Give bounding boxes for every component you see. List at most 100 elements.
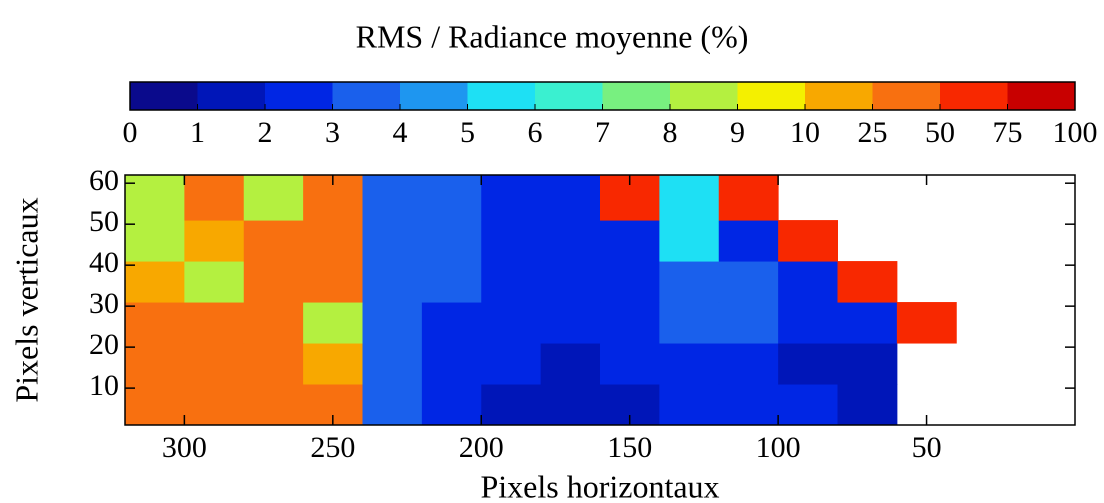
heatmap-cell bbox=[243, 175, 304, 221]
y-tick-label: 50 bbox=[89, 205, 119, 238]
y-tick-label: 20 bbox=[89, 328, 119, 361]
heatmap-cell bbox=[778, 302, 838, 344]
heatmap-cell bbox=[481, 175, 542, 221]
y-tick-label: 10 bbox=[89, 369, 119, 402]
heatmap-cell bbox=[421, 384, 482, 426]
heatmap-cell bbox=[718, 384, 779, 426]
heatmap-cell bbox=[659, 302, 720, 344]
heatmap-cell bbox=[303, 302, 363, 344]
heatmap-cell bbox=[718, 220, 779, 262]
colorbar-segment bbox=[940, 82, 1008, 110]
colorbar-segment bbox=[535, 82, 603, 110]
heatmap-cell bbox=[540, 384, 601, 426]
heatmap-cell bbox=[778, 261, 838, 303]
plot-frame bbox=[124, 174, 1076, 426]
heatmap-cell bbox=[600, 302, 660, 344]
heatmap-cell bbox=[125, 343, 185, 385]
heatmap-cell bbox=[778, 343, 838, 385]
heatmap-cell bbox=[659, 384, 720, 426]
heatmap-cell bbox=[184, 302, 245, 344]
heatmap-cell bbox=[837, 261, 898, 303]
colorbar-tick-label: 0 bbox=[123, 116, 138, 149]
heatmap-cell bbox=[481, 261, 542, 303]
y-axis-label: Pixels verticaux bbox=[8, 197, 44, 402]
heatmap-cell bbox=[540, 261, 601, 303]
heatmap-cell bbox=[303, 343, 363, 385]
heatmap-cell bbox=[184, 343, 245, 385]
heatmap-cell bbox=[481, 384, 542, 426]
colorbar-tick-label: 7 bbox=[595, 116, 610, 149]
heatmap-cell bbox=[125, 220, 185, 262]
heatmap-cell bbox=[421, 261, 482, 303]
colorbar-segment bbox=[805, 82, 873, 110]
colorbar-tick-label: 4 bbox=[393, 116, 408, 149]
colorbar-tick-label: 50 bbox=[925, 116, 955, 149]
heatmap-cell bbox=[243, 343, 304, 385]
x-tick-label: 150 bbox=[607, 431, 652, 464]
heatmap-cell bbox=[659, 343, 720, 385]
colorbar-tick-label: 100 bbox=[1053, 116, 1098, 149]
colorbar-segment bbox=[400, 82, 468, 110]
heatmap-cell bbox=[125, 261, 185, 303]
heatmap-cell bbox=[184, 175, 245, 221]
heatmap-cell bbox=[421, 302, 482, 344]
heatmap-cell bbox=[718, 343, 779, 385]
colorbar-segment bbox=[670, 82, 738, 110]
x-tick-label: 50 bbox=[912, 431, 942, 464]
heatmap-cell bbox=[362, 302, 423, 344]
colorbar-tick-label: 10 bbox=[790, 116, 820, 149]
heatmap-cell bbox=[481, 220, 542, 262]
heatmap-cell bbox=[125, 175, 185, 221]
x-tick-label: 200 bbox=[459, 431, 504, 464]
y-tick-label: 60 bbox=[89, 164, 119, 197]
colorbar-tick-label: 25 bbox=[858, 116, 888, 149]
heatmap-cell bbox=[659, 220, 720, 262]
colorbar-segment bbox=[737, 82, 806, 110]
heatmap-cell bbox=[481, 343, 542, 385]
heatmap-cell bbox=[540, 175, 601, 221]
heatmap-cell bbox=[421, 175, 482, 221]
heatmap-cell bbox=[896, 302, 957, 344]
x-tick-label: 100 bbox=[756, 431, 801, 464]
heatmap-cell bbox=[243, 384, 304, 426]
heatmap-cell bbox=[718, 261, 779, 303]
heatmap-cell bbox=[303, 261, 363, 303]
colorbar-tick-label: 2 bbox=[258, 116, 273, 149]
heatmap-cell bbox=[243, 220, 304, 262]
heatmap-cell bbox=[362, 384, 423, 426]
heatmap-cell bbox=[718, 175, 779, 221]
heatmap-cell bbox=[362, 261, 423, 303]
colorbar-segment bbox=[197, 82, 266, 110]
colorbar-tick-label: 6 bbox=[528, 116, 543, 149]
heatmap-cell bbox=[184, 384, 245, 426]
heatmap-cell bbox=[540, 220, 601, 262]
heatmap-cell bbox=[837, 384, 898, 426]
heatmap-cell bbox=[184, 220, 245, 262]
x-tick-label: 300 bbox=[162, 431, 207, 464]
colorbar-tick-label: 5 bbox=[460, 116, 475, 149]
heatmap-cell bbox=[362, 343, 423, 385]
colorbar-tick-label: 75 bbox=[993, 116, 1023, 149]
colorbar-segment bbox=[332, 82, 401, 110]
heatmap-cell bbox=[778, 384, 838, 426]
heatmap-cell bbox=[837, 343, 898, 385]
colorbar-segment bbox=[265, 82, 333, 110]
colorbar-tick-label: 1 bbox=[190, 116, 205, 149]
y-tick-label: 30 bbox=[89, 287, 119, 320]
heatmap-cell bbox=[184, 261, 245, 303]
colorbar-segment bbox=[130, 82, 198, 110]
heatmap-cell bbox=[659, 175, 720, 221]
heatmap-cell bbox=[600, 220, 660, 262]
heatmap-cell bbox=[421, 343, 482, 385]
heatmap-cell bbox=[778, 220, 838, 262]
heatmap-cell bbox=[600, 261, 660, 303]
heatmap-cell bbox=[362, 175, 423, 221]
heatmap-cell bbox=[540, 343, 601, 385]
heatmap-cell bbox=[362, 220, 423, 262]
x-axis-label: Pixels horizontaux bbox=[480, 468, 719, 503]
heatmap-cell bbox=[421, 220, 482, 262]
colorbar-tick-label: 9 bbox=[730, 116, 745, 149]
heatmap-cell bbox=[303, 220, 363, 262]
